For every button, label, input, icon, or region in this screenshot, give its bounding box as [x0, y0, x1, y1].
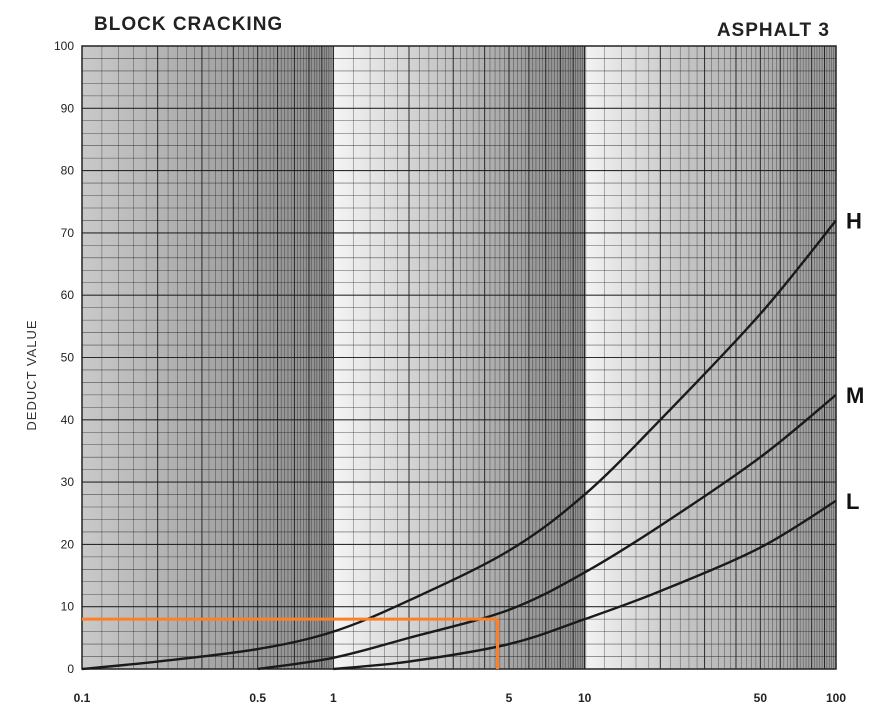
y-tick-label: 0 [67, 662, 74, 676]
y-tick-label: 60 [61, 288, 75, 302]
series-labels: H M L [846, 208, 864, 513]
series-line-l [333, 499, 837, 671]
series-label-h: H [846, 208, 862, 233]
x-tick-labels: 0.1 0.5 1 5 10 50 100 [74, 691, 847, 705]
series-layer [81, 219, 837, 671]
y-tick-label: 50 [61, 351, 75, 365]
guide-line [82, 617, 500, 669]
x-tick-label: 0.1 [74, 691, 91, 705]
x-tick-label: 100 [826, 691, 846, 705]
y-tick-label: 40 [61, 413, 75, 427]
x-tick-label: 1 [330, 691, 337, 705]
plot-frame [81, 45, 837, 670]
y-tick-label: 80 [61, 164, 75, 178]
series-line-m [257, 393, 837, 671]
y-tick-label: 70 [61, 226, 75, 240]
y-tick-label: 90 [61, 101, 75, 115]
series-label-l: L [846, 489, 859, 514]
grid [81, 45, 837, 670]
series-line-h [81, 219, 837, 671]
x-tick-label: 10 [578, 691, 592, 705]
x-tick-label: 50 [754, 691, 768, 705]
chart-subtitle: ASPHALT 3 [717, 20, 830, 41]
series-label-m: M [846, 383, 864, 408]
y-tick-label: 100 [54, 39, 74, 53]
annotation-layer [82, 617, 500, 669]
y-tick-label: 20 [61, 537, 75, 551]
y-tick-label: 10 [61, 600, 75, 614]
y-tick-label: 30 [61, 475, 75, 489]
x-tick-label: 0.5 [249, 691, 266, 705]
y-tick-labels: 0 10 20 30 40 50 60 70 80 90 100 [54, 39, 74, 676]
chart-title: BLOCK CRACKING [94, 14, 283, 35]
x-tick-label: 5 [506, 691, 513, 705]
y-axis-label: DEDUCT VALUE [24, 319, 39, 430]
